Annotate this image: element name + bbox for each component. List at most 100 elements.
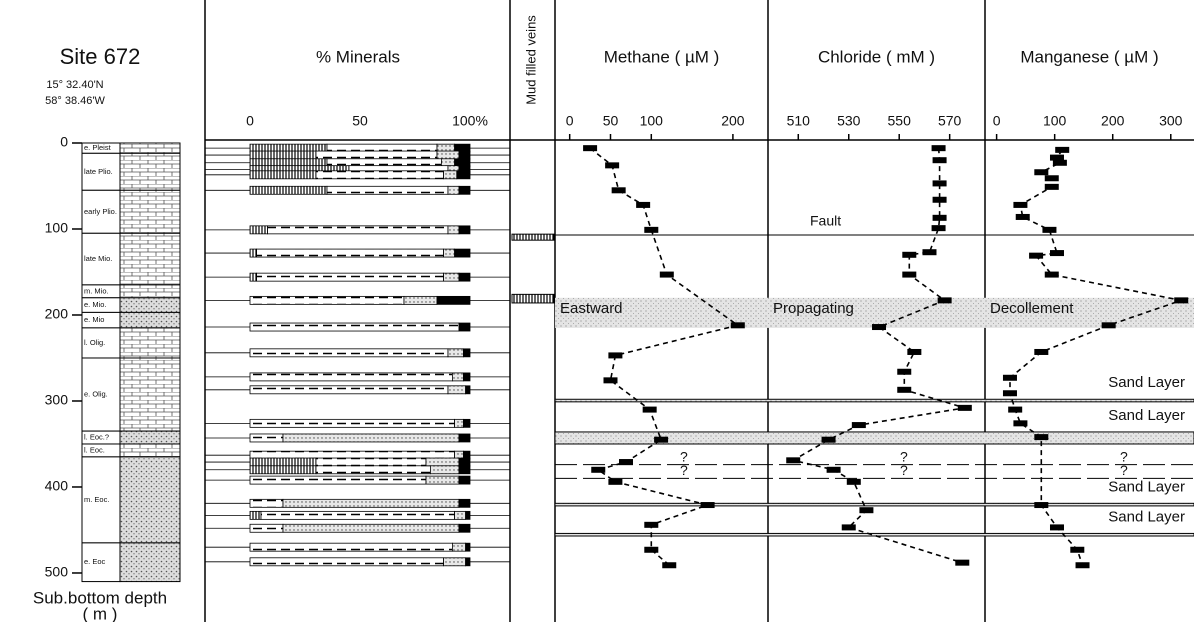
sand-layer-label: Sand Layer [1108, 374, 1185, 391]
data-point [662, 562, 676, 568]
data-point [786, 457, 800, 463]
mineral-segment [250, 499, 283, 507]
data-point [822, 437, 836, 443]
mineral-segment [463, 419, 470, 427]
mineral-segment [448, 186, 459, 194]
age-label: e. Mio. [84, 300, 107, 309]
lithology [120, 328, 180, 358]
data-point [1050, 155, 1064, 161]
lithology [120, 190, 180, 233]
data-point [1076, 562, 1090, 568]
data-point [827, 467, 841, 473]
data-point [1045, 175, 1059, 181]
lithology [120, 312, 180, 327]
mineral-segment [250, 249, 257, 257]
mineral-segment [250, 543, 452, 551]
data-point [955, 560, 969, 566]
mineral-segment [448, 226, 459, 234]
mineral-segment [250, 434, 283, 442]
data-point [1055, 147, 1069, 153]
profile-line [793, 148, 965, 563]
data-point [644, 547, 658, 553]
mineral-segment [404, 296, 437, 304]
data-point [644, 227, 658, 233]
data-point [1034, 169, 1048, 175]
mineral-segment [250, 524, 283, 532]
mineral-segment [261, 511, 455, 519]
mineral-segment [250, 386, 448, 394]
x-tick-label: 100 [1043, 113, 1067, 129]
x-tick-label: 200 [1101, 113, 1125, 129]
panel-title: Chloride ( mM ) [818, 47, 935, 66]
mineral-segment [250, 186, 327, 194]
mineral-segment [463, 373, 470, 381]
mineral-segment [250, 558, 444, 566]
x-tick-label: 530 [837, 113, 861, 129]
data-point [1045, 184, 1059, 190]
data-point [612, 187, 626, 193]
age-label: m. Mio. [84, 286, 109, 295]
data-point [933, 197, 947, 203]
age-label: early Plio. [84, 207, 117, 216]
mineral-segment [283, 499, 459, 507]
data-point [636, 202, 650, 208]
x-tick-label: 0 [566, 113, 574, 129]
uncertain-label: ? [900, 462, 908, 478]
y-tick-label: 200 [45, 306, 69, 322]
figure: Site 672 15° 32.40'N 58° 38.46'W Sub.bot… [0, 0, 1194, 622]
mineral-segment [250, 466, 316, 474]
page: {"site": {"title": "Site 672", "lat": "1… [0, 0, 1194, 622]
mineral-segment [455, 419, 464, 427]
y-tick-label: 400 [45, 478, 69, 494]
sand-layer [555, 503, 1194, 506]
data-point [1029, 253, 1043, 259]
mineral-segment [452, 543, 465, 551]
data-point [852, 422, 866, 428]
age-label: l. Eoc.? [84, 433, 109, 442]
mineral-segment [283, 434, 459, 442]
data-point [1070, 547, 1084, 553]
mineral-segment [250, 296, 404, 304]
data-point [933, 157, 947, 163]
mineral-segment [459, 476, 470, 484]
mineral-segment [250, 171, 316, 179]
x-tick-label: 570 [938, 113, 962, 129]
sand-layer-label: Sand Layer [1108, 407, 1185, 424]
data-point [608, 479, 622, 485]
data-point [1050, 250, 1064, 256]
data-point [1013, 202, 1027, 208]
age-label: late Plio. [84, 167, 113, 176]
depth-axis-unit: ( m ) [83, 604, 118, 622]
uncertain-label: ? [680, 462, 688, 478]
longitude: 58° 38.46'W [45, 95, 105, 107]
data-point [847, 479, 861, 485]
age-label: e. Eoc [84, 557, 106, 566]
lithology [120, 358, 180, 431]
sand-layer-label: Sand Layer [1108, 478, 1185, 495]
data-point [897, 387, 911, 393]
y-tick-label: 300 [45, 392, 69, 408]
mineral-segment [459, 226, 470, 234]
mineral-segment [459, 499, 470, 507]
mineral-segment [257, 249, 444, 257]
x-tick-label: 0 [246, 113, 254, 129]
age-label: m. Eoc. [84, 495, 109, 504]
mineral-segment [268, 226, 448, 234]
mineral-segment [250, 323, 459, 331]
mineral-segment [250, 226, 268, 234]
data-point [1034, 434, 1048, 440]
age-label: e. Mio [84, 315, 104, 324]
age-label: l. Olig. [84, 338, 105, 347]
data-point [922, 249, 936, 255]
data-point [938, 297, 952, 303]
x-tick-label: 510 [787, 113, 811, 129]
data-point [660, 272, 674, 278]
age-label: l. Eoc. [84, 445, 105, 454]
mineral-segment [455, 511, 466, 519]
data-point [907, 349, 921, 355]
data-point [932, 145, 946, 151]
data-point [603, 377, 617, 383]
mineral-segment [466, 558, 470, 566]
mineral-segment [316, 466, 430, 474]
lithology [120, 543, 180, 582]
